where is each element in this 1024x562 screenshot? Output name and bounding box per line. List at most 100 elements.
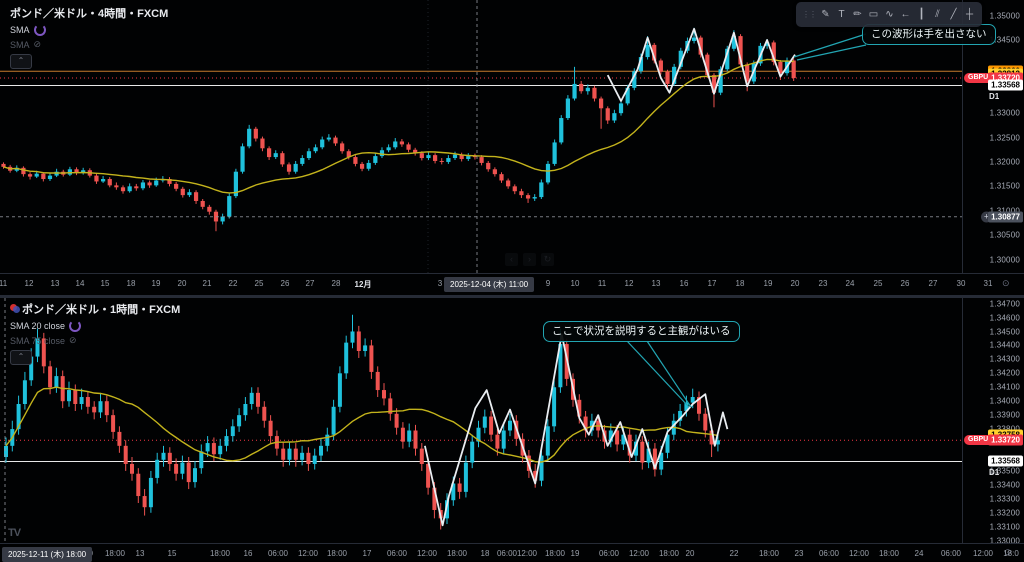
time-axis-1h[interactable]: 2025-12-11 (木) 18:00 ⊙ 12:00 18:00 13 15 18:… [0, 543, 1024, 562]
candle-body [486, 162, 491, 170]
candle-body [446, 158, 451, 162]
candle-body [47, 175, 53, 180]
cross-line-tool-icon[interactable]: ┼ [965, 9, 974, 20]
candle-body [306, 452, 311, 464]
candle-body [81, 170, 86, 173]
candle-body [16, 403, 21, 430]
candle-body [652, 44, 657, 61]
candle-body [293, 163, 298, 172]
price-tick-label: 1.33900 [989, 410, 1020, 420]
scroll-right-button[interactable]: › [523, 253, 536, 266]
time-tick-label: 18:00 [104, 549, 126, 558]
horizontal-ray-tool-icon[interactable]: ← [900, 9, 911, 20]
time-tick-label: 12:00 [848, 549, 870, 558]
candle-body [333, 137, 338, 144]
pane-divider[interactable] [0, 295, 1024, 298]
collapse-pane-button[interactable]: ⌃ [10, 350, 32, 365]
annotation-callout-1h[interactable]: ここで状況を説明すると主観がはいる [543, 321, 740, 342]
candle-body [778, 61, 783, 74]
time-tick-label: 18:00 [326, 549, 348, 558]
zigzag-wave-drawing[interactable] [424, 333, 729, 527]
indicator-row-sma75-hidden[interactable]: SMA 75 close ⊘ [10, 335, 180, 346]
candle-body [545, 163, 551, 183]
candle-body [413, 430, 418, 449]
rectangle-tool-icon[interactable]: ▭ [868, 9, 879, 20]
chart-pane-4h[interactable] [0, 0, 962, 273]
toolbar-drag-handle[interactable]: ⋮⋮ [802, 10, 817, 19]
sma-line[interactable] [3, 58, 794, 194]
axis-clock-icon[interactable]: ⊙ [1004, 547, 1012, 557]
crosshair-time-tooltip: 2025-12-04 (木) 11:00 [444, 277, 535, 292]
candle-body [413, 149, 418, 154]
price-tag[interactable]: 1.33720 [988, 72, 1023, 84]
parallel-channel-tool-icon[interactable]: ⫽ [935, 9, 940, 20]
chart-pane-1h[interactable] [0, 298, 962, 543]
time-tick-label: 19 [763, 279, 773, 288]
annotation-callout-4h[interactable]: この波形は手を出さない [862, 24, 996, 45]
candle-body [508, 420, 512, 431]
price-tag[interactable]: 1.33568 [988, 455, 1023, 467]
price-tag[interactable]: 1.33720 [988, 434, 1023, 446]
indicator-row-sma[interactable]: SMA [10, 24, 168, 36]
indicator-label: SMA 75 close [10, 335, 66, 346]
price-tick-label: 1.34300 [989, 354, 1020, 364]
daily-level-label: D1 [989, 92, 1000, 102]
reset-view-button[interactable]: ↻ [541, 253, 554, 266]
tradingview-logo[interactable]: TV [8, 527, 21, 539]
candle-body [791, 60, 796, 79]
candle-body [268, 420, 273, 437]
indicator-row-sma20[interactable]: SMA 20 close [10, 320, 180, 332]
time-axis-4h[interactable]: 2025-12-04 (木) 11:00 ⊙ 11 12 13 14 15 18 19 20 2… [0, 273, 1024, 295]
time-tick-label: 11 [597, 279, 607, 288]
time-tick-label: 26 [900, 279, 910, 288]
price-tick-label: 1.34600 [989, 313, 1020, 322]
text-tool-icon[interactable]: T [838, 9, 845, 20]
candle-body [205, 443, 210, 452]
candle-body [363, 345, 368, 351]
price-axis-1h[interactable]: 1.34700 1.34600 1.34500 1.34400 1.34300 1.342… [962, 298, 1024, 545]
symbol-title-4h[interactable]: ポンド／米ドル・4時間・FXCM [10, 8, 169, 20]
zigzag-wave-drawing[interactable] [606, 27, 796, 102]
candle-body [147, 182, 152, 186]
symbol-price-bubble[interactable]: GBPUSD [964, 73, 1002, 84]
candle-body [476, 427, 481, 442]
trend-line-tool-icon[interactable]: ╱ [950, 9, 957, 20]
candle-body [67, 390, 71, 402]
candle-body [725, 48, 730, 70]
indicator-label: SMA [10, 39, 30, 50]
polyline-tool-icon[interactable]: ∿ [885, 9, 894, 20]
price-tag[interactable]: 1.30877 [988, 211, 1023, 223]
collapse-pane-button[interactable]: ⌃ [10, 54, 32, 69]
candle-body [658, 60, 663, 72]
price-tag[interactable]: 1.33568 [988, 79, 1023, 91]
candle-body [386, 147, 391, 151]
vertical-line-tool-icon[interactable]: ┃ [918, 9, 925, 20]
pen-tool-icon[interactable]: ✎ [821, 9, 830, 20]
indicator-row-sma-hidden[interactable]: SMA ⊘ [10, 39, 168, 50]
candle-body [85, 397, 90, 407]
axis-clock-icon[interactable]: ⊙ [1002, 278, 1010, 288]
crosshair-add-alert-button[interactable]: + [981, 211, 992, 223]
sma-line[interactable] [5, 386, 719, 463]
candle-body [697, 397, 701, 414]
candle-body [218, 445, 223, 455]
price-axis-4h[interactable]: 1.35000 1.34500 1.33000 1.32500 1.32000 1.315… [962, 0, 1024, 273]
symbol-title-1h[interactable]: ポンド／米ドル・1時間・FXCM [10, 301, 180, 317]
time-tick-label: 25 [873, 279, 883, 288]
price-tick-label: 1.34500 [989, 327, 1020, 336]
time-tick-label: 12 [624, 279, 634, 288]
time-tick-label: 23 [794, 549, 804, 558]
time-tick-label: 06:00 [940, 549, 962, 558]
candle-body [539, 455, 544, 481]
time-tick-label: 15 [100, 279, 110, 288]
time-tick-label: 15 [167, 549, 177, 558]
candle-body [286, 164, 292, 172]
candle-body [54, 376, 59, 388]
candle-body [572, 83, 577, 99]
symbol-price-bubble[interactable]: GBPUSD [964, 435, 1002, 446]
symbol-logo-icon [10, 304, 20, 313]
candle-body [618, 103, 624, 114]
brush-tool-icon[interactable]: ✏ [853, 9, 862, 20]
candle-body [463, 462, 468, 492]
scroll-left-button[interactable]: ‹ [505, 253, 518, 266]
